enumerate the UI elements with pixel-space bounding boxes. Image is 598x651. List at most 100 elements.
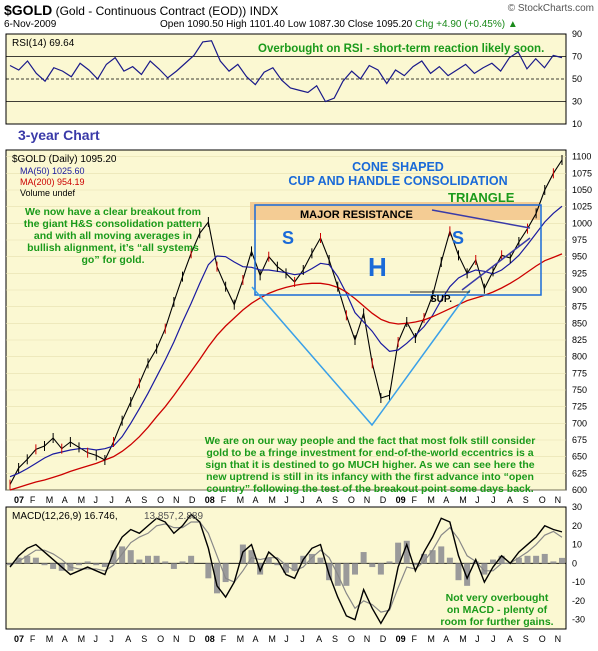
x-tick-label: M — [268, 634, 276, 644]
x-tick-label: O — [348, 634, 355, 644]
macd-label-a: MACD(12,26,9) 16.746, — [12, 511, 118, 522]
x-tick-label: 08 — [205, 634, 215, 644]
price-tick-label: 1000 — [572, 218, 592, 228]
rsi-tick-label: 90 — [572, 29, 582, 39]
macd-histogram-bar — [550, 561, 557, 564]
x-tick-label: M — [427, 634, 435, 644]
macd-series — [7, 513, 565, 625]
price-tick-label: 800 — [572, 352, 587, 362]
macd-tick-label: 30 — [572, 502, 582, 512]
major-resistance-label: MAJOR RESISTANCE — [300, 209, 413, 221]
macd-histogram-bar — [170, 563, 177, 569]
x-tick-label: 08 — [205, 495, 215, 505]
h-label: H — [368, 252, 387, 282]
x-tick-label: O — [157, 495, 164, 505]
macd-x-axis: 07 F M A M J J A S O N D 08 F M A M J J A S O N D 09 F M A M J J A S O N — [14, 634, 561, 644]
macd-histogram-bar — [533, 555, 540, 564]
price-tick-label: 975 — [572, 235, 587, 245]
macd-histogram-bar — [541, 553, 548, 564]
price-tick-label: 675 — [572, 435, 587, 445]
ohlc-readout: Open 1090.50 High 1101.40 Low 1087.30 Cl… — [160, 19, 518, 30]
price-tick-label: 850 — [572, 318, 587, 328]
price-tick-label: 875 — [572, 302, 587, 312]
x-tick-label: 09 — [396, 495, 406, 505]
svg-text:bullish alignment, it’s “all s: bullish alignment, it’s “all systems — [27, 242, 199, 254]
x-tick-label: S — [332, 634, 338, 644]
price-tick-label: 1075 — [572, 168, 592, 178]
x-tick-label: 09 — [396, 634, 406, 644]
macd-histogram-bar — [50, 563, 57, 569]
macd-histogram-bar — [214, 563, 220, 594]
x-tick-label: S — [332, 495, 338, 505]
macd-histogram-bar — [395, 542, 402, 564]
macd-histogram-bar — [179, 561, 186, 564]
svg-text:We are on our way people and t: We are on our way people and the fact th… — [205, 435, 536, 447]
macd-histogram-bar — [317, 557, 324, 564]
macd-histogram-bar — [515, 557, 522, 564]
x-tick-label: N — [555, 495, 562, 505]
rsi-tick-label: 50 — [572, 74, 582, 84]
x-tick-label: J — [109, 495, 114, 505]
x-tick-label: M — [237, 495, 245, 505]
x-tick-label: A — [507, 634, 513, 644]
macd-histogram-bar — [162, 561, 169, 564]
x-tick-label: O — [539, 634, 546, 644]
macd-histogram-bar — [455, 563, 462, 581]
macd-histogram-bar — [438, 546, 445, 564]
symbol: $GOLD — [4, 2, 53, 18]
price-tick-label: 950 — [572, 252, 587, 262]
x-tick-label: O — [157, 634, 164, 644]
rsi-label: RSI(14) 69.64 — [12, 38, 75, 49]
macd-histogram-bar — [343, 563, 350, 586]
x-tick-label: 07 — [14, 634, 24, 644]
macd-tick-label: 0 — [572, 558, 577, 568]
change-value: Chg +4.90 (+0.45%) ▲ — [415, 19, 518, 30]
macd-histogram-bar — [188, 555, 195, 564]
x-tick-label: O — [348, 495, 355, 505]
x-tick-label: J — [475, 634, 480, 644]
x-tick-label: F — [412, 634, 418, 644]
macd-histogram-bar — [559, 557, 565, 564]
x-tick-label: J — [300, 634, 305, 644]
macd-note: Not very overbought on MACD - plenty of … — [440, 592, 553, 628]
macd-histogram-bar — [101, 563, 108, 568]
macd-histogram-bar — [283, 563, 289, 573]
macd-histogram-bar — [222, 563, 229, 583]
price-axis: 600 625 650 675 700 725 750 775 800 825 850 875 900 9… — [6, 152, 592, 495]
rsi-series — [9, 40, 563, 103]
macd-histogram-bar — [369, 563, 376, 568]
x-tick-label: M — [46, 634, 54, 644]
macd-histogram-bar — [110, 550, 117, 564]
macd-label-c: 2.889 — [178, 511, 203, 522]
x-tick-label: J — [491, 495, 496, 505]
x-tick-label: A — [62, 495, 68, 505]
x-tick-label: M — [268, 495, 276, 505]
price-tick-label: 925 — [572, 268, 587, 278]
macd-tick-label: -20 — [572, 596, 585, 606]
x-tick-label: M — [459, 495, 467, 505]
macd-label-b: 13.857, — [144, 511, 177, 522]
macd-tick-label: 10 — [572, 540, 582, 550]
x-tick-label: S — [523, 495, 529, 505]
cone-title-1: CONE SHAPED — [352, 160, 444, 174]
x-tick-label: F — [221, 495, 227, 505]
macd-histogram-bar — [429, 550, 436, 564]
x-tick-label: A — [62, 634, 68, 644]
x-tick-label: N — [364, 634, 371, 644]
x-tick-label: F — [221, 634, 227, 644]
legend-ma200: MA(200) 954.19 — [20, 177, 85, 187]
svg-text:room for further gains.: room for further gains. — [440, 616, 553, 628]
rsi-line — [9, 40, 563, 103]
x-tick-label: D — [380, 495, 387, 505]
macd-histogram-bar — [352, 563, 358, 575]
triangle-label: TRIANGLE — [448, 190, 515, 205]
x-tick-label: M — [237, 634, 245, 644]
price-tick-label: 775 — [572, 368, 587, 378]
legend-main: $GOLD (Daily) 1095.20 — [12, 154, 117, 165]
triangle-top — [431, 209, 531, 229]
price-tick-label: 900 — [572, 285, 587, 295]
date-label: 6-Nov-2009 — [4, 19, 57, 30]
x-tick-label: F — [30, 495, 36, 505]
svg-text:gold to be a fringe investment: gold to be a fringe investment for end-o… — [206, 447, 533, 459]
